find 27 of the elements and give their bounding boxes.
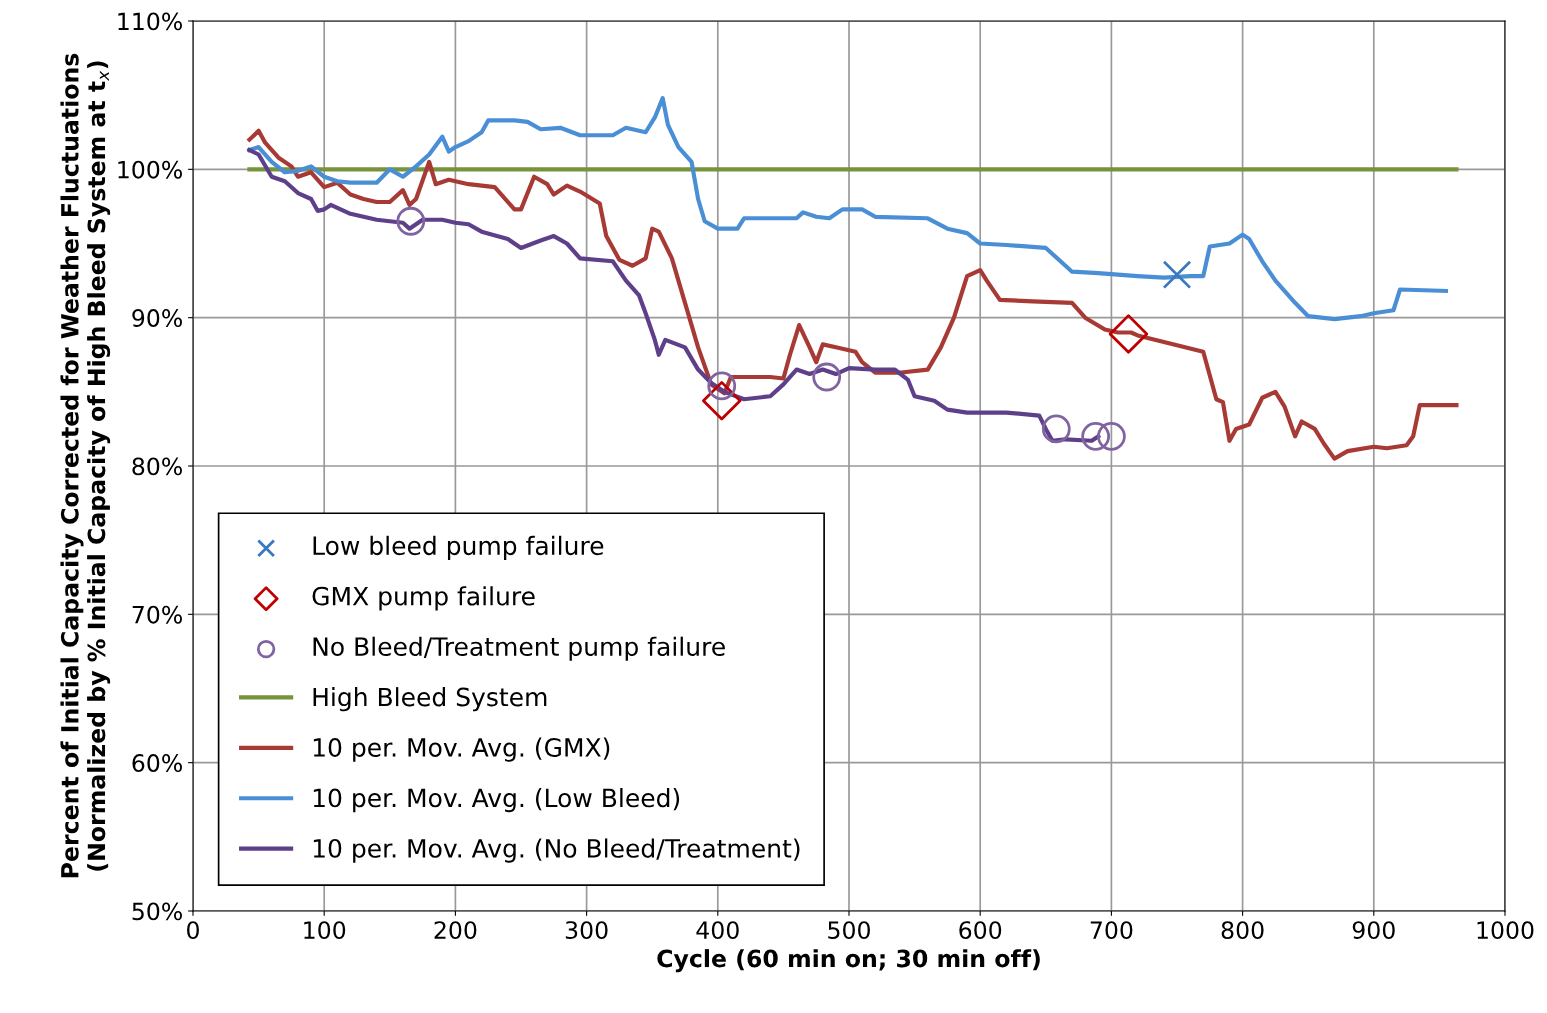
legend-label: Low bleed pump failure [313,535,604,560]
y-tick-label: 70% [132,605,182,624]
legend-label: 10 per. Mov. Avg. (Low Bleed) [313,788,680,813]
y-tick-label: 90% [132,309,182,327]
x-tick-label: 600 [959,921,1002,939]
legend-label: 10 per. Mov. Avg. (No Bleed/Treatment) [313,838,800,863]
y-tick-label: 80% [132,457,182,476]
x-tick-label: 0 [187,921,199,939]
x-tick-label: 100 [304,921,346,939]
y-tick-label: 60% [132,754,182,772]
x-tick-label: 200 [434,921,477,939]
legend-label: High Bleed System [313,687,547,712]
x-tick-label: 300 [565,921,608,939]
x-tick-label: 500 [828,921,870,939]
x-tick-label: 400 [696,921,739,939]
y-axis-title: Percent of Initial Capacity Corrected for Weather Fluctuations (Normalized by % Initial Capacity of High Bleed System at t$_{x}$) [60,53,111,878]
x-tick-label: 1000 [1477,921,1534,939]
legend-label: GMX pump failure [312,586,535,611]
y-tick-label: 100% [118,160,182,179]
x-tick-label: 900 [1352,921,1395,939]
y-tick-label: 110% [118,12,182,31]
legend-label: No Bleed/Treatment pump failure [313,636,725,661]
x-axis-title: Cycle (60 min on; 30 min off) [657,949,1040,973]
x-tick-label: 800 [1221,921,1264,939]
y-tick-label: 50% [132,902,182,921]
x-tick-label: 700 [1090,921,1133,939]
legend-label: 10 per. Mov. Avg. (GMX) [313,737,610,762]
